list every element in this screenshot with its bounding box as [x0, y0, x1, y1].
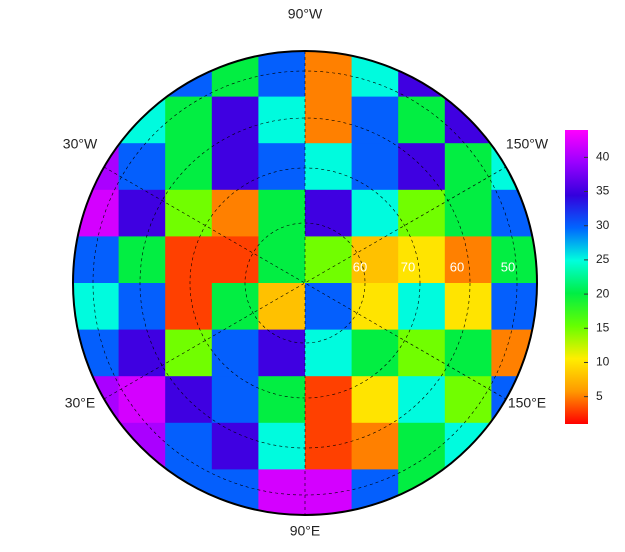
heat-cell [118, 329, 166, 377]
heat-cell [491, 51, 537, 98]
heat-cell [258, 283, 306, 331]
heat-cell [444, 329, 492, 377]
colorbar-tick-label: 30 [596, 218, 610, 232]
heat-cell [118, 376, 166, 424]
heat-cell [165, 422, 213, 470]
heat-cell [211, 329, 259, 377]
heat-cell [258, 469, 306, 515]
heat-cell [351, 283, 399, 331]
heat-cell [305, 283, 353, 331]
colorbar-tick-label: 20 [596, 286, 610, 300]
map-outline [72, 50, 538, 516]
heat-cell [351, 189, 399, 237]
lon-label: 90°W [288, 6, 323, 22]
heat-cell [165, 96, 213, 144]
heat-cell [444, 236, 492, 284]
lon-label: 30°E [65, 395, 96, 411]
heat-cell [351, 236, 399, 284]
colorbar-tick-label: 10 [596, 355, 610, 369]
lon-label: 150°E [508, 395, 546, 411]
heat-cell [165, 236, 213, 284]
lon-label: 150°W [506, 136, 549, 152]
heat-cell [305, 51, 353, 98]
heat-cell [444, 189, 492, 237]
heat-cell [398, 329, 446, 377]
heat-cell [491, 283, 537, 331]
heat-cell [491, 422, 537, 470]
heat-cell [351, 143, 399, 191]
heat-cell [73, 422, 120, 470]
heat-cell [444, 143, 492, 191]
heat-cell [211, 96, 259, 144]
heat-cell [211, 236, 259, 284]
heat-cell [258, 51, 306, 98]
heat-cell [211, 376, 259, 424]
lon-label: 30°W [63, 136, 98, 152]
heat-cell [351, 376, 399, 424]
colorbar-tick-label: 5 [596, 389, 603, 403]
lat-label: 60 [450, 259, 464, 274]
colorbar-tick-label: 15 [596, 320, 610, 334]
heat-cell [118, 283, 166, 331]
heat-cell [351, 96, 399, 144]
heat-cell [444, 469, 492, 515]
colorbar-tick-label: 35 [596, 184, 610, 198]
heat-cell [398, 283, 446, 331]
heat-cell [398, 422, 446, 470]
heat-cell [351, 422, 399, 470]
colorbar-tick-label: 25 [596, 252, 610, 266]
heat-cell [305, 143, 353, 191]
heat-cell [165, 376, 213, 424]
heat-cell [73, 283, 120, 331]
heat-cell [165, 143, 213, 191]
lat-label: 60 [353, 259, 367, 274]
heat-cell [73, 236, 120, 284]
heat-cell [305, 469, 353, 515]
heat-cell [305, 376, 353, 424]
heat-cell [491, 469, 537, 515]
heat-cell [73, 469, 120, 515]
graticule [92, 51, 518, 515]
heat-cell [258, 96, 306, 144]
heat-cell [165, 189, 213, 237]
heat-cell [118, 189, 166, 237]
heat-cell [73, 51, 120, 98]
heat-cell [118, 51, 166, 98]
heat-cell [491, 236, 537, 284]
heat-cell [398, 376, 446, 424]
heat-cell [258, 329, 306, 377]
heat-cell [305, 236, 353, 284]
heat-cell [118, 143, 166, 191]
lon-label: 90°E [290, 523, 321, 539]
heat-cell [211, 189, 259, 237]
heat-cell [211, 422, 259, 470]
lat-label: 50 [501, 259, 515, 274]
heat-cell [258, 143, 306, 191]
heat-cell [444, 376, 492, 424]
heat-cell [258, 376, 306, 424]
heat-cell [258, 189, 306, 237]
heat-cell [165, 283, 213, 331]
heat-cell [165, 329, 213, 377]
heat-cell [398, 96, 446, 144]
heat-cell [211, 283, 259, 331]
heat-cell [351, 329, 399, 377]
heat-cell [118, 236, 166, 284]
heat-cell [211, 143, 259, 191]
heat-cell [305, 329, 353, 377]
heat-cell [444, 283, 492, 331]
heat-cell [258, 236, 306, 284]
heat-cell [305, 189, 353, 237]
lat-label: 70 [401, 259, 415, 274]
heat-cell [118, 469, 166, 515]
colorbar-tick-label: 40 [596, 150, 610, 164]
colorbar [565, 130, 588, 424]
heat-cell [444, 51, 492, 98]
heat-cell [305, 96, 353, 144]
heat-cell [398, 189, 446, 237]
heat-cell [398, 236, 446, 284]
